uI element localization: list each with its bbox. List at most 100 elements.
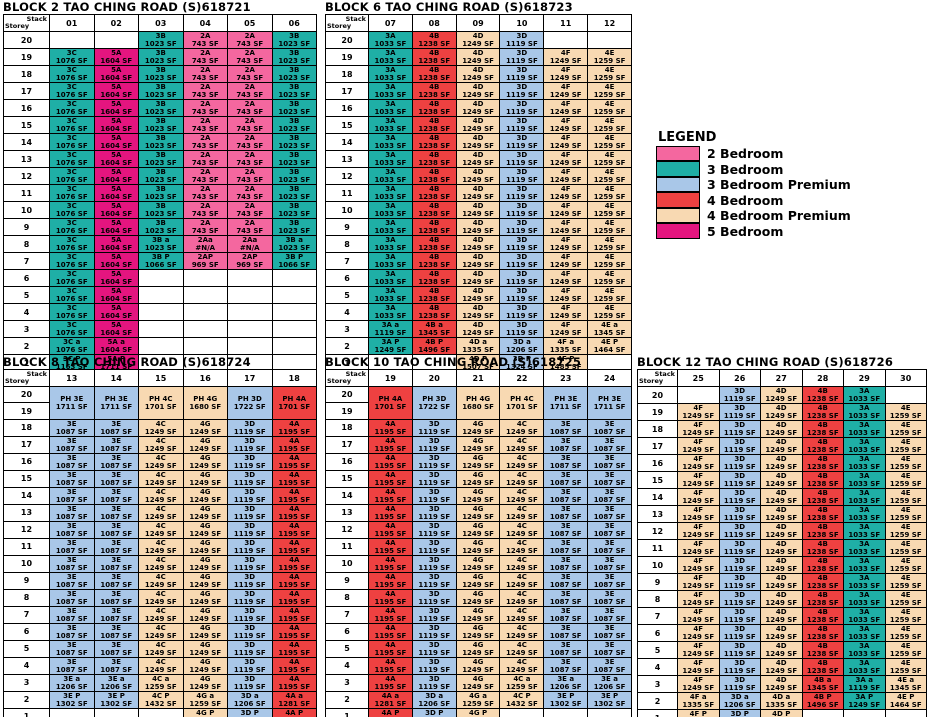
unit-cell: 4E 1259 SF	[587, 286, 632, 304]
unit-cell: 3E 1087 SF	[49, 554, 95, 573]
unit-sqft: 1604 SF	[100, 159, 133, 167]
unit-sqft: 1238 SF	[806, 446, 839, 454]
unit-sqft: 1249 SF	[144, 665, 177, 674]
unit-sqft: 1238 SF	[806, 616, 839, 624]
unit-sqft: 1238 SF	[418, 295, 451, 303]
unit-type: 2A	[200, 168, 211, 177]
unit-type: 3E	[604, 572, 615, 581]
unit-cell: 4C 1249 SF	[499, 554, 545, 573]
block-6-table: Stack Storey 07 08 09 10 11 12 20 3A 1033 SF 4B 1238…	[325, 14, 632, 372]
unit-cell: 3D 1119 SF	[227, 503, 273, 522]
unit-sqft: 743 SF	[191, 57, 219, 65]
unit-type: 4G	[199, 504, 211, 513]
unit-type: 3E	[604, 470, 615, 479]
unit-cell: 4A 1195 SF	[271, 503, 317, 522]
unit-cell: 3A 1033 SF	[843, 624, 886, 642]
unit-type: 2A	[200, 66, 211, 75]
unit-sqft: 1195 SF	[278, 546, 311, 555]
unit-type: 4E P	[600, 338, 619, 347]
unit-type: 4D	[472, 100, 484, 109]
unit-type: 3E a	[601, 674, 618, 683]
unit-cell: 3E 1087 SF	[93, 605, 139, 624]
unit-cell: 4B 1238 SF	[801, 539, 844, 557]
unit-sqft: 1119 SF	[723, 531, 756, 539]
unit-cell: 5A 1604 SF	[93, 235, 139, 253]
unit-sqft: 1249 SF	[765, 412, 798, 420]
unit-type: 4B	[817, 404, 828, 413]
unit-sqft: 1195 SF	[278, 444, 311, 453]
unit-sqft: 1259 SF	[593, 74, 626, 82]
unit-sqft: 1259 SF	[593, 210, 626, 218]
unit-type: 3A	[859, 506, 870, 515]
unit-cell: 4E 1259 SF	[587, 218, 632, 236]
unit-type: 4C	[155, 521, 166, 530]
unit-sqft: 1249 SF	[682, 616, 715, 624]
unit-cell: 3C 1076 SF	[49, 65, 95, 83]
unit-cell: 3C 1076 SF	[49, 99, 95, 117]
unit-sqft: 1033 SF	[848, 463, 881, 471]
unit-type: 4E	[604, 100, 615, 109]
storey-label: 7	[325, 605, 369, 624]
legend-label: 5 Bedroom	[707, 223, 784, 239]
unit-type: 3D	[734, 574, 746, 583]
unit-type: 4G	[472, 470, 484, 479]
unit-sqft: 1302 SF	[55, 699, 88, 708]
unit-type: 3A	[385, 253, 396, 262]
stack-header: 01	[49, 14, 95, 32]
unit-cell: 3D 1119 SF	[411, 571, 457, 590]
unit-sqft: 1033 SF	[848, 446, 881, 454]
unit-cell: 4G 1249 SF	[182, 503, 228, 522]
unit-sqft: 1259 SF	[506, 682, 538, 691]
unit-sqft: 1249 SF	[462, 142, 494, 150]
legend-item: 3 Bedroom	[656, 161, 851, 178]
unit-type: 3E	[111, 436, 122, 445]
unit-sqft: 1087 SF	[55, 648, 88, 657]
unit-cell: 3D 1119 SF	[227, 537, 273, 556]
unit-cell: 4D 1249 SF	[760, 624, 803, 642]
unit-cell: 4A 1195 SF	[368, 571, 413, 590]
unit-sqft: 1249 SF	[765, 633, 798, 641]
unit-sqft: 1119 SF	[506, 125, 538, 133]
unit-type: 3B	[155, 151, 166, 160]
unit-sqft: 1119 SF	[418, 631, 451, 640]
unit-type: 3E a	[63, 674, 81, 683]
unit-cell: 4A 1195 SF	[271, 469, 317, 488]
unit-cell: 4E 1259 SF	[587, 184, 632, 202]
unit-cell: PH 3D 1722 SF	[227, 386, 273, 420]
stack-header: 04	[182, 14, 228, 32]
unit-cell: 4D 1249 SF	[455, 218, 501, 236]
unit-type: 4G	[472, 453, 484, 462]
unit-cell: 2A 743 SF	[227, 31, 273, 49]
unit-sqft: 1087 SF	[55, 529, 88, 538]
unit-type: 4E	[900, 455, 911, 464]
unit-sqft: 1238 SF	[418, 261, 451, 269]
unit-cell: 3C a 1076 SF	[49, 337, 95, 355]
legend-label: 3 Bedroom Premium	[707, 177, 851, 193]
unit-type: 2A	[200, 202, 211, 211]
legend-item: 4 Bedroom	[656, 192, 851, 209]
unit-type: 4C	[155, 572, 166, 581]
unit-sqft: 1076 SF	[55, 74, 88, 82]
unit-cell: 3D 1119 SF	[718, 505, 761, 523]
unit-cell: 3D 1119 SF	[227, 656, 273, 675]
unit-sqft: 1033 SF	[848, 531, 881, 539]
unit-sqft: 1249 SF	[506, 614, 538, 623]
unit-cell: 3D 1119 SF	[718, 675, 761, 693]
unit-cell: 3E 1087 SF	[49, 656, 95, 675]
unit-sqft: 1249 SF	[144, 563, 177, 572]
unit-cell: 3E 1087 SF	[543, 571, 589, 590]
unit-sqft: 1033 SF	[374, 57, 407, 65]
unit-sqft: 1033 SF	[848, 599, 881, 607]
unit-type: 4F	[693, 625, 704, 634]
unit-cell: 3B 1023 SF	[271, 184, 317, 202]
unit-type: 3E	[111, 623, 122, 632]
unit-sqft: 1023 SF	[144, 176, 177, 184]
unit-cell: 3D 1119 SF	[718, 590, 761, 608]
unit-sqft: 1604 SF	[100, 210, 133, 218]
unit-type: 4D	[472, 321, 484, 330]
unit-type: 3E	[604, 453, 615, 462]
unit-cell: 4A 1195 SF	[271, 588, 317, 607]
unit-type: 4B	[429, 168, 440, 177]
unit-cell: 3A 1033 SF	[368, 252, 413, 270]
storey-label: 13	[3, 150, 50, 168]
